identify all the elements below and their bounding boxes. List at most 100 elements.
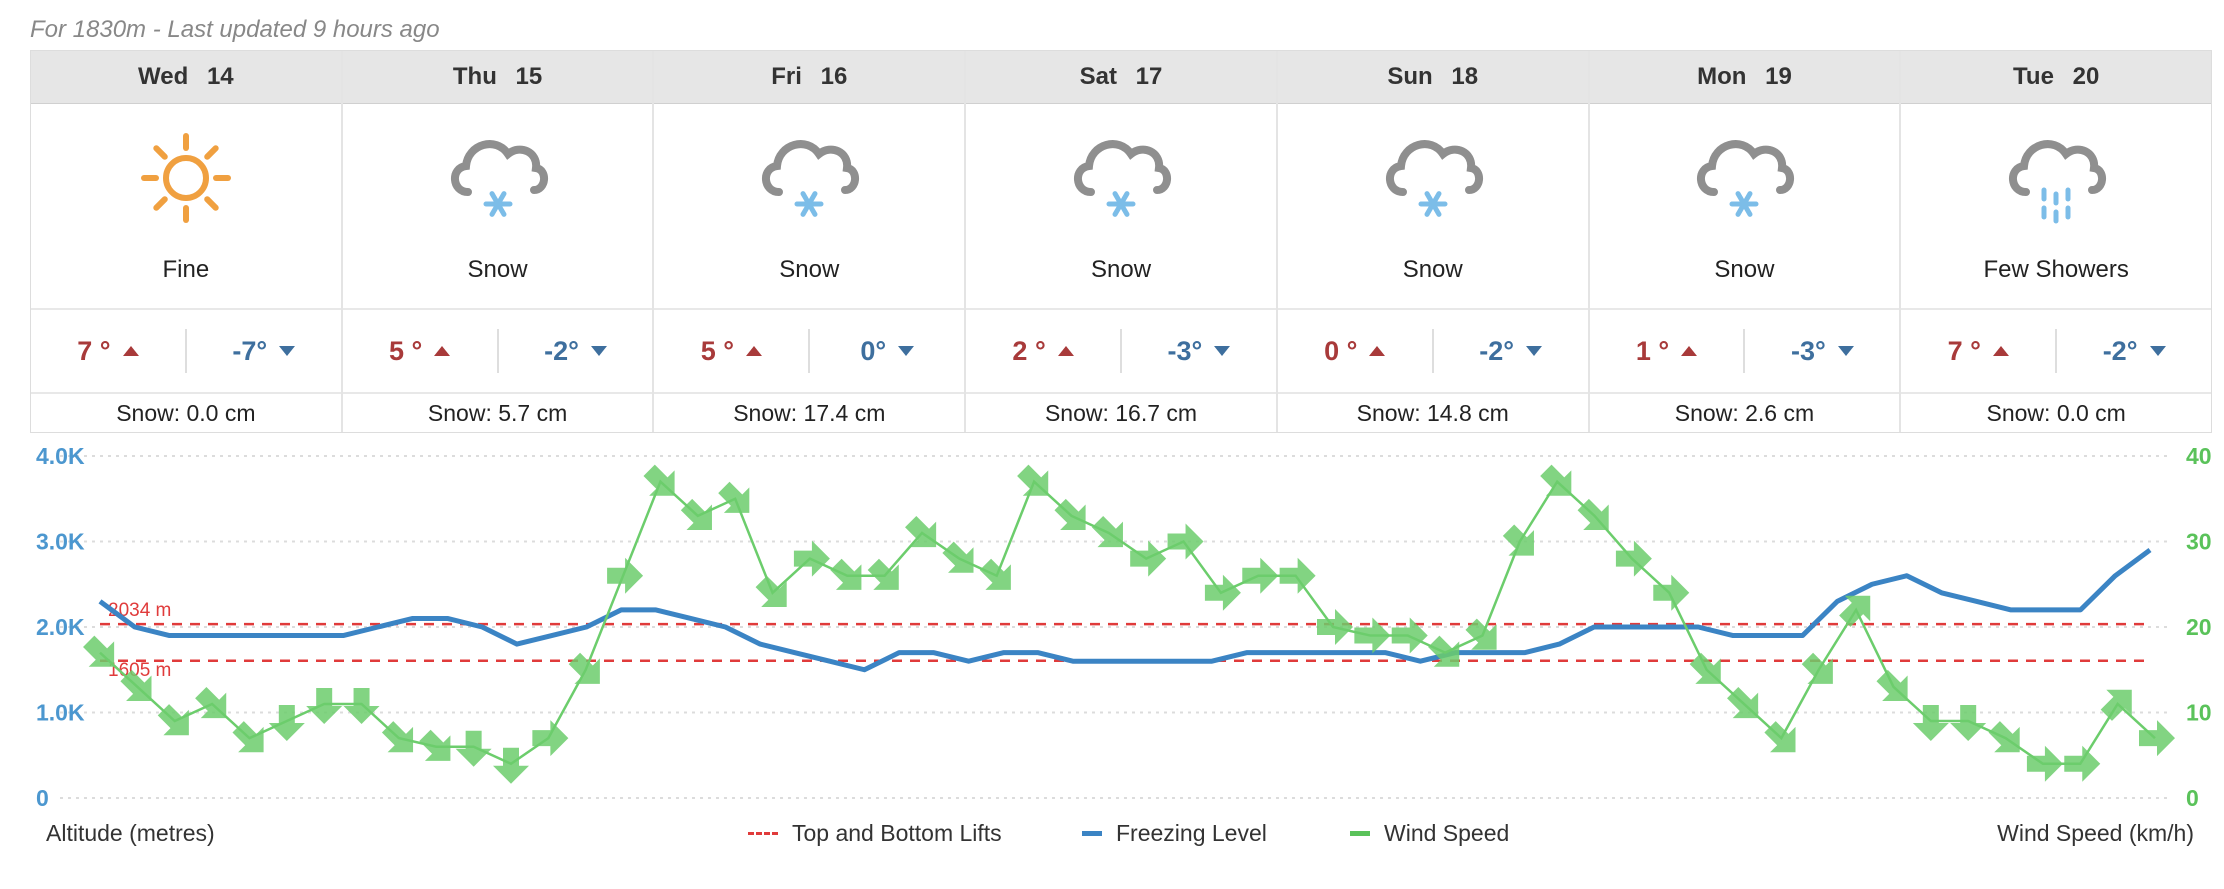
condition-label: Snow (467, 256, 528, 283)
wind-arrow-icon (1950, 705, 1987, 742)
right-axis-tick: 20 (2186, 614, 2212, 640)
wind-arrow-icon (1354, 617, 1391, 654)
cloud-snow-icon (1373, 128, 1493, 228)
arrow-down-icon (279, 346, 296, 356)
legend-freezing-label: Freezing Level (1116, 820, 1267, 846)
wind-arrow-icon (979, 558, 1011, 590)
wind-arrow-icon (867, 558, 899, 590)
freezing-level-line (98, 548, 2152, 673)
wind-arrow-icon (1876, 669, 1908, 701)
weather-cell: Snow (342, 104, 653, 310)
high-temp-value: 7 ° (1947, 335, 1981, 366)
wind-arrow-icon (1689, 652, 1721, 684)
forecast-table: Wed 14 Fine 7 ° -7° Snow: 0.0 cm Thu 15 … (30, 50, 2212, 433)
condition-label: Few Showers (1983, 256, 2129, 283)
wind-arrow-icon (268, 705, 305, 742)
right-axis-tick: 40 (2186, 443, 2212, 469)
day-weekday: Wed (138, 63, 189, 90)
wind-arrow-icon (2100, 689, 2132, 721)
arrow-up-icon (434, 346, 451, 356)
low-temp: -3° (1745, 336, 1899, 367)
wind-arrow-icon (1764, 721, 1796, 753)
arrow-down-icon (2149, 346, 2166, 356)
wind-arrow-icon (1204, 574, 1241, 611)
wind-arrow-icon (1502, 524, 1534, 556)
wind-arrow-icon (1279, 557, 1316, 594)
condition-label: Snow (1402, 256, 1463, 283)
wind-arrow-icon (419, 729, 451, 761)
right-axis-tick: 30 (2186, 529, 2212, 555)
day-date: 19 (1765, 63, 1792, 90)
day-header: Tue 20 (1901, 51, 2212, 104)
wind-arrow-icon (1130, 540, 1167, 577)
low-temp-value: -2° (1479, 335, 1515, 366)
wind-arrow-icon (1017, 464, 1049, 496)
snow-amount: Snow: 0.0 cm (116, 400, 256, 426)
high-temp-value: 0 ° (1324, 335, 1358, 366)
lift-label-top: 2034 m (108, 600, 171, 621)
weather-cell: Snow (1277, 104, 1588, 310)
wind-arrow-icon (905, 515, 937, 548)
wind-arrow-icon (532, 720, 569, 757)
wind-arrow-icon (1615, 540, 1652, 577)
snow-amount: Snow: 17.4 cm (733, 400, 886, 426)
arrow-down-icon (590, 346, 607, 356)
wind-arrow-icon (643, 464, 675, 496)
left-axis-tick: 4.0K (36, 443, 85, 469)
condition-label: Snow (779, 256, 840, 283)
high-temp: 1 ° (1590, 329, 1746, 373)
wind-arrow-icon (306, 687, 343, 724)
wind-arrow-icon (755, 575, 787, 607)
wind-arrow-icon (2139, 720, 2175, 757)
low-temp-value: -7° (232, 335, 268, 366)
chart-legend: Altitude (metres) Top and Bottom Lifts F… (0, 820, 2224, 856)
wind-arrow-icon (1727, 686, 1759, 719)
wind-arrow-icon (381, 721, 414, 753)
wind-arrow-icon (83, 635, 115, 667)
weather-cell: Snow (1589, 104, 1900, 310)
wind-arrow-icon (1839, 595, 1871, 627)
cloud-snow-icon (1061, 128, 1181, 228)
temperature-row: 5 ° 0° (654, 310, 965, 394)
wind-arrow-icon (1091, 515, 1123, 548)
high-temp-value: 2 ° (1012, 335, 1046, 366)
wind-arrow-icon (680, 498, 712, 530)
condition-label: Snow (1090, 256, 1152, 283)
arrow-down-icon (898, 346, 915, 356)
wind-arrow-icon (1465, 618, 1497, 650)
high-temp: 5 ° (343, 329, 499, 373)
wind-arrow-icon (120, 669, 152, 701)
wind-arrow-icon (793, 540, 830, 577)
temperature-row: 0 ° -2° (1277, 310, 1588, 394)
left-axis-tick: 1.0K (36, 700, 85, 726)
cloud-rain-icon (1996, 128, 2116, 228)
wind-arrow-icon (830, 558, 862, 590)
day-weekday: Sat (1079, 63, 1117, 90)
right-axis-label: Wind Speed (km/h) (1997, 820, 2194, 846)
wind-arrow-icon (568, 652, 600, 684)
arrow-up-icon (1992, 346, 2009, 356)
left-axis-tick: 0 (36, 785, 49, 811)
left-axis-tick: 2.0K (36, 614, 85, 640)
temperature-row: 7 ° -2° (1901, 310, 2212, 394)
low-temp: -3° (1122, 336, 1276, 367)
high-temp: 0 ° (1278, 329, 1434, 373)
high-temp-value: 5 ° (700, 335, 735, 366)
wind-arrow-icon (195, 686, 227, 719)
arrow-up-icon (1057, 346, 1074, 356)
wind-arrow-icon (1801, 652, 1833, 684)
day-header: Sun 18 (1277, 51, 1588, 104)
day-column: Thu 15 Snow 5 ° -2° Snow: 5.7 cm (342, 51, 655, 432)
low-temp-value: -3° (1167, 335, 1203, 366)
low-temp: -2° (499, 336, 653, 367)
legend-wind: Wind Speed (1350, 820, 1509, 847)
condition-label: Snow (1714, 256, 1775, 283)
cloud-snow-icon (438, 128, 558, 228)
wind-arrow-icon (1167, 523, 1204, 560)
snow-amount: Snow: 16.7 cm (1044, 400, 1198, 426)
snow-amount: Snow: 14.8 cm (1356, 400, 1509, 426)
day-date: 20 (2072, 63, 2100, 90)
day-weekday: Tue (2013, 63, 2054, 90)
temperature-row: 1 ° -3° (1589, 310, 1900, 394)
